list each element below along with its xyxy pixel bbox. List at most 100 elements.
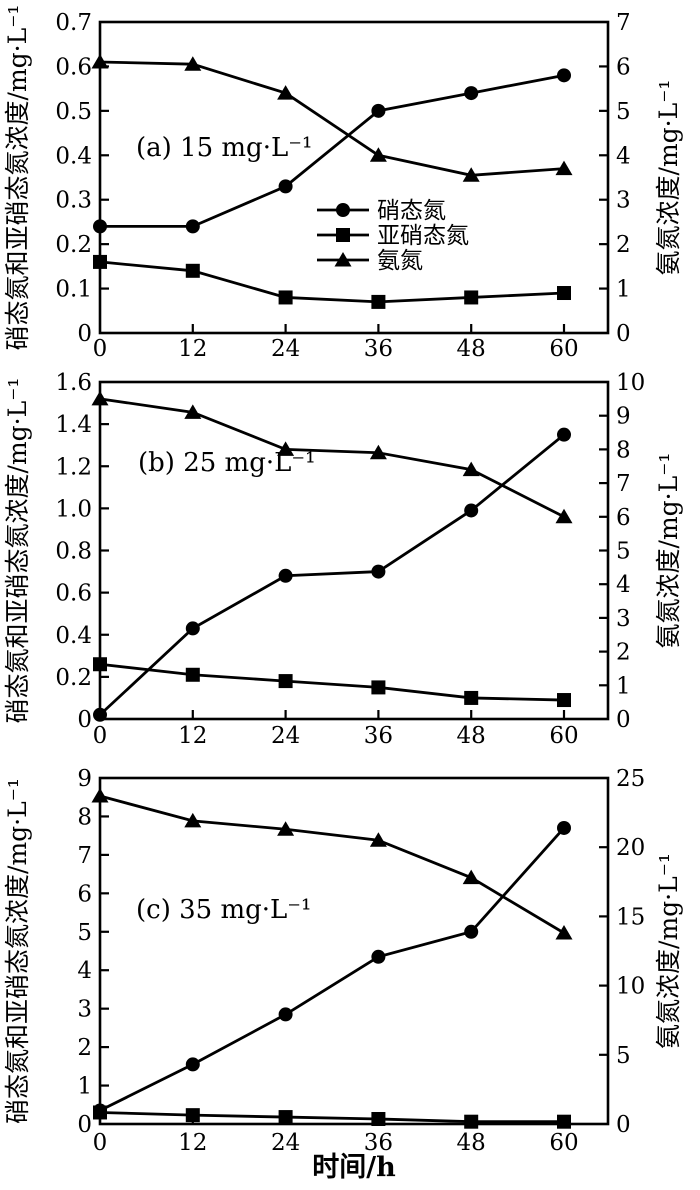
ammonia-marker [277,441,295,456]
ammonia-marker [369,832,387,847]
x-axis-tick-label: 60 [549,723,578,749]
left-axis-tick-label: 1.2 [55,454,92,480]
nitrate-marker [185,1057,200,1072]
legend-triangle-marker [334,252,352,267]
right-axis-tick-label: 4 [616,572,631,598]
ammonia-marker [277,821,295,836]
nitrate-marker [464,503,479,518]
plot-frame-a [98,20,610,335]
right-axis-tick-label: 6 [616,505,631,531]
x-axis-tick-label: 12 [178,723,207,749]
right-axis-tick-label: 10 [616,370,645,396]
left-axis-tick-label: 0.6 [55,581,92,607]
nitrate-marker [278,179,293,194]
left-axis-tick-label: 0.7 [55,10,92,36]
left-axis-title: 硝态氮和亚硝态氮浓度/mg·L⁻¹ [3,378,32,724]
left-axis-tick-label: 0 [77,321,92,347]
ammonia-line [99,397,565,519]
right-axis-tick-label: 20 [616,835,645,861]
left-axis-tick-label: 9 [77,766,92,792]
nitrite-line [99,1111,564,1124]
left-axis-tick-label: 1.0 [55,496,92,522]
x-axis-tick-label: 48 [457,336,486,362]
right-axis-tick-label: 7 [616,471,631,497]
left-axis-title: 硝态氮和亚硝态氮浓度/mg·L⁻¹ [3,778,32,1124]
left-axis-tick-label: 0.3 [55,188,92,214]
x-axis-tick-label: 0 [93,723,108,749]
right-axis-tick-label: 3 [616,188,631,214]
nitrite-marker [93,1105,107,1120]
nitrite-marker [278,1110,293,1125]
right-axis-tick-label: 0 [616,321,631,347]
x-axis-tick-label: 24 [271,336,300,362]
ammonia-marker [555,508,573,524]
nitrite-line [99,260,565,304]
left-axis-tick-label: 1.4 [55,412,92,438]
nitrate-line [99,433,565,716]
nitrite-marker [371,1112,386,1127]
right-axis-tick-label: 7 [616,10,631,36]
nitrite-marker [371,294,386,309]
nitrate-marker [371,564,386,579]
nitrite-marker [464,690,479,705]
x-axis-tick-label: 24 [271,723,300,749]
left-axis-tick-label: 3 [77,997,92,1023]
left-axis-tick-label: 0.1 [55,277,92,303]
left-axis-tick-label: 1 [77,1074,92,1100]
ammonia-line [99,794,565,935]
x-axis-tick-label: 48 [457,1130,486,1156]
left-axis-tick-label: 0.2 [55,665,92,691]
ammonia-marker [462,167,480,182]
nitrate-marker [557,820,571,835]
plot-frame-c [98,776,610,1126]
x-axis-tick-label: 0 [93,336,108,362]
x-axis-tick-label: 12 [178,336,207,362]
panel-label-b: (b) 25 mg·L⁻¹ [138,448,316,478]
legend-item-nitrite: 亚硝态氮 [317,223,469,249]
right-axis-tick-label: 2 [616,232,631,258]
x-axis-tick-label: 0 [93,1130,108,1156]
right-axis-tick-label: 5 [616,1043,631,1069]
nitrate-marker [93,707,107,722]
ammonia-marker [91,390,109,406]
right-axis-tick-label: 15 [616,904,645,930]
left-axis-tick-label: 0.4 [55,623,92,649]
left-axis-tick-label: 0.4 [55,143,92,169]
ammonia-marker [462,869,480,885]
nitrate-marker [557,68,571,83]
left-axis-title: 硝态氮和亚硝态氮浓度/mg·L⁻¹ [3,5,32,351]
nitrate-marker [93,219,107,234]
x-axis-tick-label: 36 [364,1130,393,1156]
left-axis-tick-label: 0.6 [55,54,92,80]
x-axis-tick-label: 12 [178,1130,207,1156]
nitrate-marker [464,924,479,939]
ammonia-marker [462,461,480,477]
ammonia-marker [91,53,109,69]
right-axis-tick-label: 4 [616,143,631,169]
nitrite-marker [93,657,107,672]
ammonia-line [99,60,565,177]
ammonia-marker [184,812,202,828]
nitrate-marker [557,427,571,442]
ammonia-marker [369,147,387,162]
nitrite-marker [278,674,293,689]
left-axis-tick-label: 8 [77,804,92,830]
ammonia-marker [277,85,295,100]
left-axis-tick-label: 0 [77,707,92,733]
right-axis-tick-label: 1 [616,277,631,303]
left-axis-tick-label: 0.8 [55,539,92,565]
right-axis-tick-label: 0 [616,1112,631,1138]
nitrite-marker [93,254,107,269]
x-axis-tick-label: 60 [549,1130,578,1156]
x-axis-title: 时间/h [312,1152,396,1183]
ammonia-marker [184,404,202,419]
left-axis-tick-label: 7 [77,843,92,869]
nitrite-marker [557,693,571,708]
nitrate-marker [278,1007,293,1022]
legend-label: 硝态氮 [377,198,446,224]
